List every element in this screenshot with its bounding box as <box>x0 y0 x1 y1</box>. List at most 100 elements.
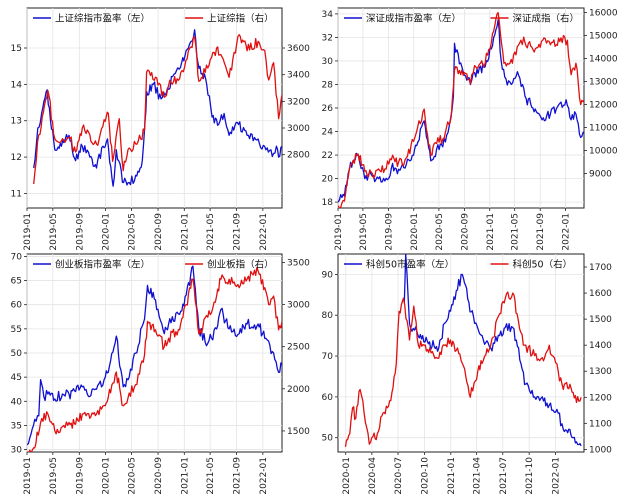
left-tick-label: 30 <box>322 57 334 67</box>
left-tick-label: 20 <box>322 175 334 185</box>
panel-3: 2019-01 2019-05 2019-09 2020-01 2020-05 2020-… <box>11 252 311 494</box>
x-tick-label: 2020-04 <box>368 457 378 495</box>
x-tick-label: 2021-05 <box>511 213 521 251</box>
x-tick-label: 2022-01 <box>259 457 269 495</box>
x-tick-label: 2020-09 <box>460 213 470 251</box>
right-tick-label: 1200 <box>589 393 612 403</box>
right-tick-label: 12000 <box>589 101 618 111</box>
x-tick-label: 2021-01 <box>447 457 457 495</box>
x-tick-label: 2019-09 <box>384 213 394 251</box>
left-tick-label: 90 <box>322 270 334 280</box>
right-tick-label: 1100 <box>589 419 612 429</box>
right-tick-label: 3200 <box>287 97 310 107</box>
plot-frame <box>337 253 585 453</box>
x-tick-label: 2022-01 <box>552 457 562 495</box>
series-line-pe <box>338 19 584 203</box>
series-line-index <box>344 291 582 447</box>
left-tick-label: 40 <box>11 397 23 407</box>
x-tick-label: 2020-05 <box>128 457 138 495</box>
left-tick-label: 65 <box>11 277 22 287</box>
x-tick-label: 2021-07 <box>499 457 509 495</box>
left-tick-label: 50 <box>322 434 334 444</box>
x-tick-label: 2020-01 <box>342 457 352 495</box>
series-line-pe <box>403 254 582 447</box>
x-tick-label: 2019-09 <box>75 213 85 251</box>
legend-label: 创业板指（右） <box>207 259 274 271</box>
x-tick-label: 2019-01 <box>334 213 344 251</box>
left-tick-label: 32 <box>322 33 333 43</box>
x-tick-label: 2021-01 <box>180 457 190 495</box>
right-tick-label: 3600 <box>287 44 310 54</box>
panel-4: 2020-01 2020-04 2020-07 2020-10 2021-01 2021-… <box>322 253 612 495</box>
x-tick-label: 2019-05 <box>359 213 369 251</box>
x-tick-label: 2020-01 <box>102 457 112 495</box>
right-tick-label: 2500 <box>287 343 310 353</box>
x-tick-label: 2020-01 <box>410 213 420 251</box>
x-tick-label: 2019-01 <box>23 213 33 251</box>
left-tick-label: 70 <box>11 252 23 262</box>
x-tick-label: 2019-05 <box>49 457 59 495</box>
right-tick-label: 14000 <box>589 55 618 65</box>
left-tick-label: 13 <box>11 117 22 127</box>
series-line-index <box>33 34 282 185</box>
x-tick-label: 2021-01 <box>486 213 496 251</box>
x-tick-label: 2020-09 <box>154 213 164 251</box>
left-tick-label: 12 <box>11 153 22 163</box>
right-tick-label: 2000 <box>287 385 310 395</box>
series-line-index <box>27 266 282 452</box>
x-tick-label: 2021-09 <box>536 213 546 251</box>
legend-label: 深证成指市盈率（左） <box>366 13 461 25</box>
x-tick-label: 2019-01 <box>23 457 33 495</box>
left-tick-label: 60 <box>322 393 334 403</box>
left-tick-label: 11 <box>11 189 22 199</box>
legend-label: 科创50市盈率（左） <box>366 259 454 271</box>
x-tick-label: 2020-10 <box>420 457 430 495</box>
legend-label: 科创50（右） <box>513 259 573 271</box>
x-tick-label: 2021-09 <box>233 213 243 251</box>
plot-frame <box>26 7 283 209</box>
x-tick-label: 2021-09 <box>233 457 243 495</box>
left-tick-label: 35 <box>11 421 22 431</box>
left-tick-label: 45 <box>11 373 22 383</box>
left-tick-label: 34 <box>322 10 334 20</box>
legend-label: 上证综指市盈率（左） <box>55 13 150 25</box>
legend-label: 创业板指市盈率（左） <box>55 259 150 271</box>
right-tick-label: 2800 <box>287 151 310 161</box>
left-tick-label: 26 <box>322 104 334 114</box>
legend-label: 上证综指（右） <box>207 13 274 25</box>
right-tick-label: 9000 <box>589 170 612 180</box>
right-tick-label: 3400 <box>287 71 310 81</box>
right-tick-label: 3000 <box>287 124 310 134</box>
right-tick-label: 1500 <box>589 315 612 325</box>
x-tick-label: 2022-01 <box>259 213 269 251</box>
x-tick-label: 2021-04 <box>473 457 483 495</box>
left-tick-label: 55 <box>11 325 22 335</box>
x-tick-label: 2020-07 <box>394 457 404 495</box>
left-tick-label: 15 <box>11 44 22 54</box>
right-tick-label: 3000 <box>287 301 310 311</box>
series-line-pe <box>33 29 282 187</box>
left-tick-label: 30 <box>11 446 23 456</box>
right-tick-label: 13000 <box>589 78 618 88</box>
x-tick-label: 2021-10 <box>525 457 535 495</box>
left-tick-label: 70 <box>322 352 334 362</box>
left-tick-label: 80 <box>322 311 334 321</box>
right-tick-label: 10000 <box>589 147 618 157</box>
legend-label: 深证成指（右） <box>513 13 580 25</box>
left-tick-label: 24 <box>322 128 334 138</box>
right-tick-label: 1300 <box>589 367 612 377</box>
right-tick-label: 1700 <box>589 263 612 273</box>
x-tick-label: 2019-05 <box>49 213 59 251</box>
series-line-index <box>338 11 584 208</box>
x-tick-label: 2020-09 <box>154 457 164 495</box>
right-tick-label: 11000 <box>589 124 618 134</box>
left-tick-label: 22 <box>322 151 333 161</box>
panel-2: 2019-01 2019-05 2019-09 2020-01 2020-05 2020-… <box>322 7 618 251</box>
x-tick-label: 2021-01 <box>180 213 190 251</box>
right-tick-label: 1000 <box>589 445 612 455</box>
right-tick-label: 1400 <box>589 341 612 351</box>
panel-1: 2019-01 2019-05 2019-09 2020-01 2020-05 2020-… <box>11 7 310 251</box>
x-tick-label: 2022-01 <box>562 213 572 251</box>
